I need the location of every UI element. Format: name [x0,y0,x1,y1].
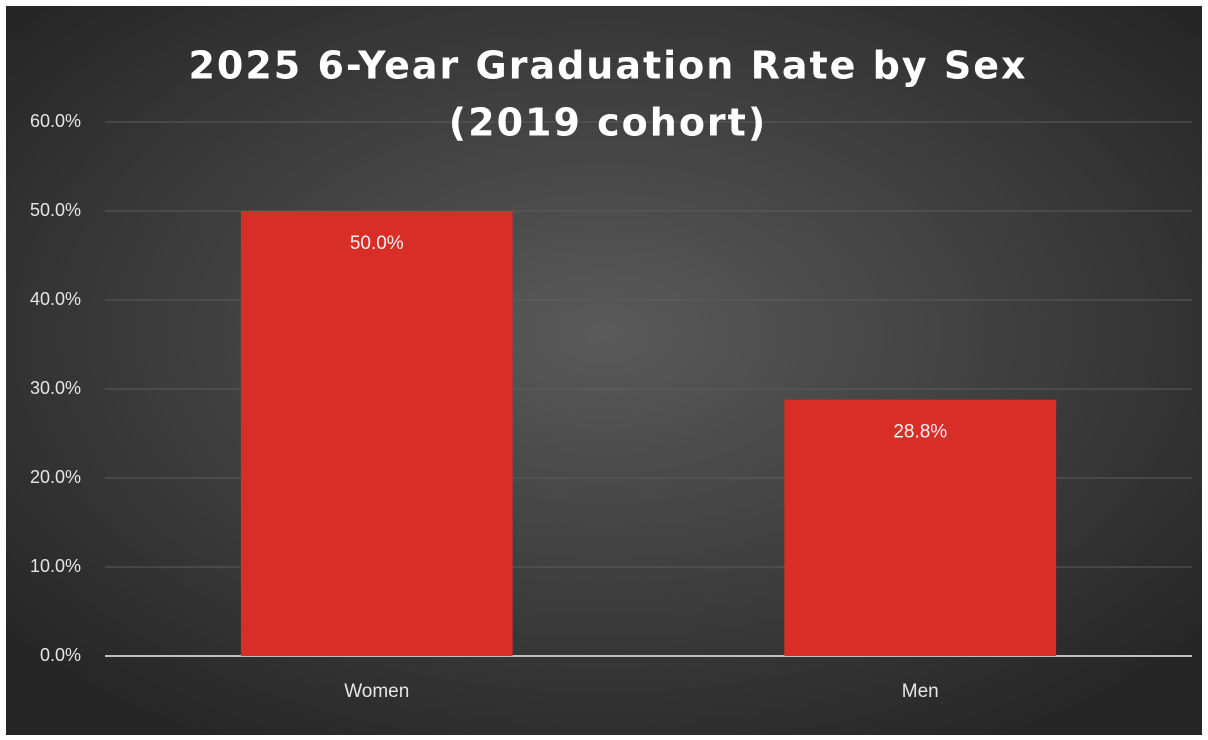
y-tick-label: 60.0% [30,111,81,131]
chart-title: 2025 6-Year Graduation Rate by Sex [188,44,1027,88]
x-tick-label: Men [902,681,939,702]
y-tick-label: 0.0% [40,645,81,665]
y-tick-label: 10.0% [30,556,81,576]
marks [240,211,1057,656]
data-label: 50.0% [350,233,404,254]
data-label: 28.8% [893,422,947,443]
y-tick-label: 50.0% [30,200,81,220]
bar [784,399,1057,656]
x-tick-label: Women [344,681,409,702]
chart-title: (2019 cohort) [449,101,767,145]
bar [240,211,513,656]
y-tick-label: 30.0% [30,378,81,398]
y-tick-label: 20.0% [30,467,81,487]
y-tick-label: 40.0% [30,289,81,309]
